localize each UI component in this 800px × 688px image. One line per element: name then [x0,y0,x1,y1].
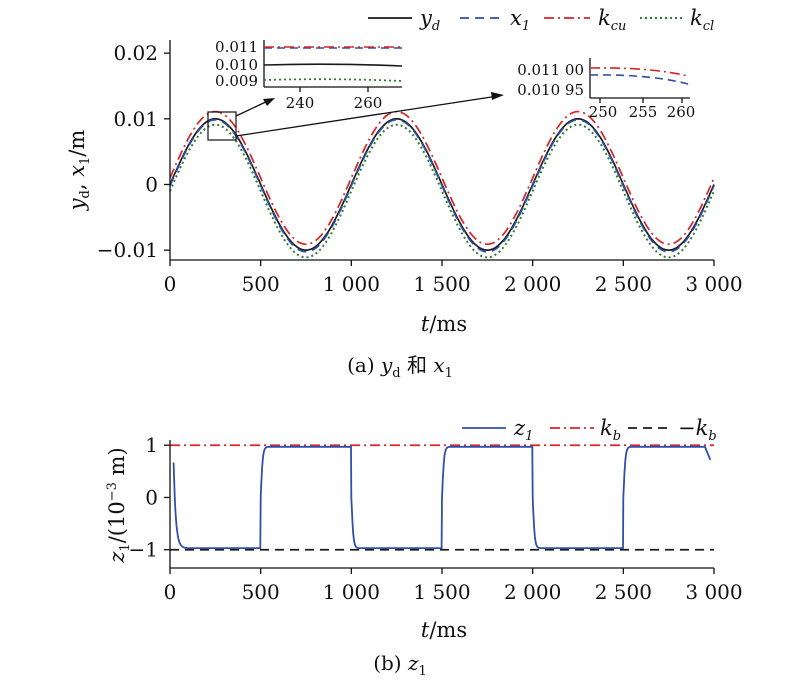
inset-1-ytick-0: 0.011 [215,38,258,56]
series-line-kcl [169,123,715,259]
legend-b-label-z1: z1 [513,416,533,444]
x-tick-label-b: 0 [164,580,177,604]
ylabel-b: z1/(10−3 m) [105,447,133,563]
panel-a: 0 500 1 000 1 500 2 000 2 500 3 000−0.0100.010… [65,6,743,381]
inset-2-ytick-1: 0.010 95 [517,81,584,99]
x-tick-label-a: 2 500 [595,272,652,296]
series-line-z1 [172,445,712,549]
zoom-box [207,111,237,141]
inset-2: 250 255 260 0.011 00 0.010 95 [517,58,695,121]
y-tick-label-b: −1 [129,538,158,562]
x-tick-label-a: 500 [242,272,280,296]
inset-2-xtick-0: 250 [589,103,618,121]
plot-area-a [169,110,715,259]
x-tick-label-b: 3 000 [685,580,742,604]
xlabel-a: t/ms [421,312,467,336]
x-tick-label-a: 2 000 [504,272,561,296]
x-tick-label-b: 500 [242,580,280,604]
plot-area-b [170,444,714,551]
y-tick-label-a: 0.02 [113,41,158,65]
legend-a: yd x1 kcu kcl [368,6,714,34]
x-tick-label-b: 2 000 [504,580,561,604]
zoom-arrow-1 [235,99,271,117]
inset-1-ytick-2: 0.009 [215,72,258,90]
inset-1-xtick-0: 240 [286,94,315,112]
inset-1-xtick-1: 260 [354,94,383,112]
zoom-arrow-2-head [491,92,504,100]
legend-a-label-x1: x1 [510,6,530,34]
xlabel-b: t/ms [421,618,467,642]
inset-1: 240 260 0.011 0.010 0.009 [215,38,403,112]
zoom-arrow-1-head [263,98,275,106]
inset-2-xtick-2: 260 [667,103,696,121]
legend-a-label-kcl: kcl [690,6,714,34]
inset-1-ytick-1: 0.010 [215,56,258,74]
y-tick-label-a: 0 [145,172,158,196]
x-tick-label-b: 1 500 [413,580,470,604]
legend-a-label-kcu: kcu [598,6,626,34]
panel-b: 0 500 1 000 1 500 2 000 2 500 3 000−101 z1 kb … [105,416,743,679]
caption-a: (a) yd 和 x1 [347,353,453,381]
zoom-arrow-2 [235,95,499,137]
inset-2-xtick-1: 255 [629,103,658,121]
caption-b: (b) z1 [373,651,427,679]
series-line-kcu [169,110,715,246]
y-tick-label-b: 1 [145,433,158,457]
x-tick-label-b: 1 000 [323,580,380,604]
x-tick-label-b: 2 500 [595,580,652,604]
y-tick-label-a: −0.01 [97,238,158,262]
ticks-b: 0 500 1 000 1 500 2 000 2 500 3 000−101 [129,433,743,604]
ylabel-a: yd, x1/m [65,130,93,212]
ticks-a: 0 500 1 000 1 500 2 000 2 500 3 000−0.0100.010… [97,41,743,296]
legend-a-label-yd: yd [419,6,440,34]
y-tick-label-b: 0 [145,485,158,509]
y-tick-label-a: 0.01 [113,107,158,131]
inset-2-ytick-0: 0.011 00 [517,61,584,79]
x-tick-label-a: 3 000 [685,272,742,296]
legend-b-label-neg-kb: −kb [678,416,717,444]
x-tick-label-a: 0 [164,272,177,296]
x-tick-label-a: 1 500 [413,272,470,296]
series-line-x1 [169,118,715,253]
legend-b-label-kb: kb [600,416,621,444]
legend-b: z1 kb −kb [462,416,717,444]
x-tick-label-a: 1 000 [323,272,380,296]
